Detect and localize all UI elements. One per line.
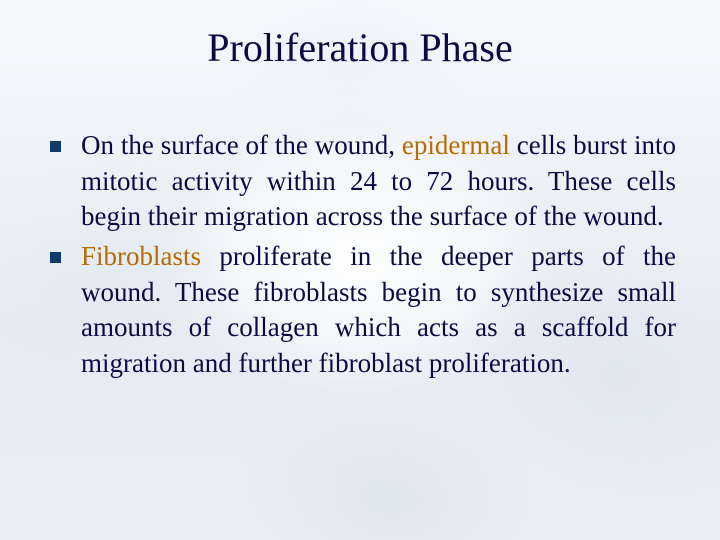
list-item: Fibroblasts proliferate in the deeper pa…: [50, 239, 676, 382]
list-item-text: On the surface of the wound, epidermal c…: [81, 128, 676, 235]
bullet-square-icon: [50, 252, 61, 263]
bullet-square-icon: [50, 141, 61, 152]
slide-title: Proliferation Phase: [0, 24, 720, 71]
list-item-text: Fibroblasts proliferate in the deeper pa…: [81, 239, 676, 382]
slide: Proliferation Phase On the surface of th…: [0, 0, 720, 540]
list-item: On the surface of the wound, epidermal c…: [50, 128, 676, 235]
slide-body: On the surface of the wound, epidermal c…: [50, 128, 676, 385]
